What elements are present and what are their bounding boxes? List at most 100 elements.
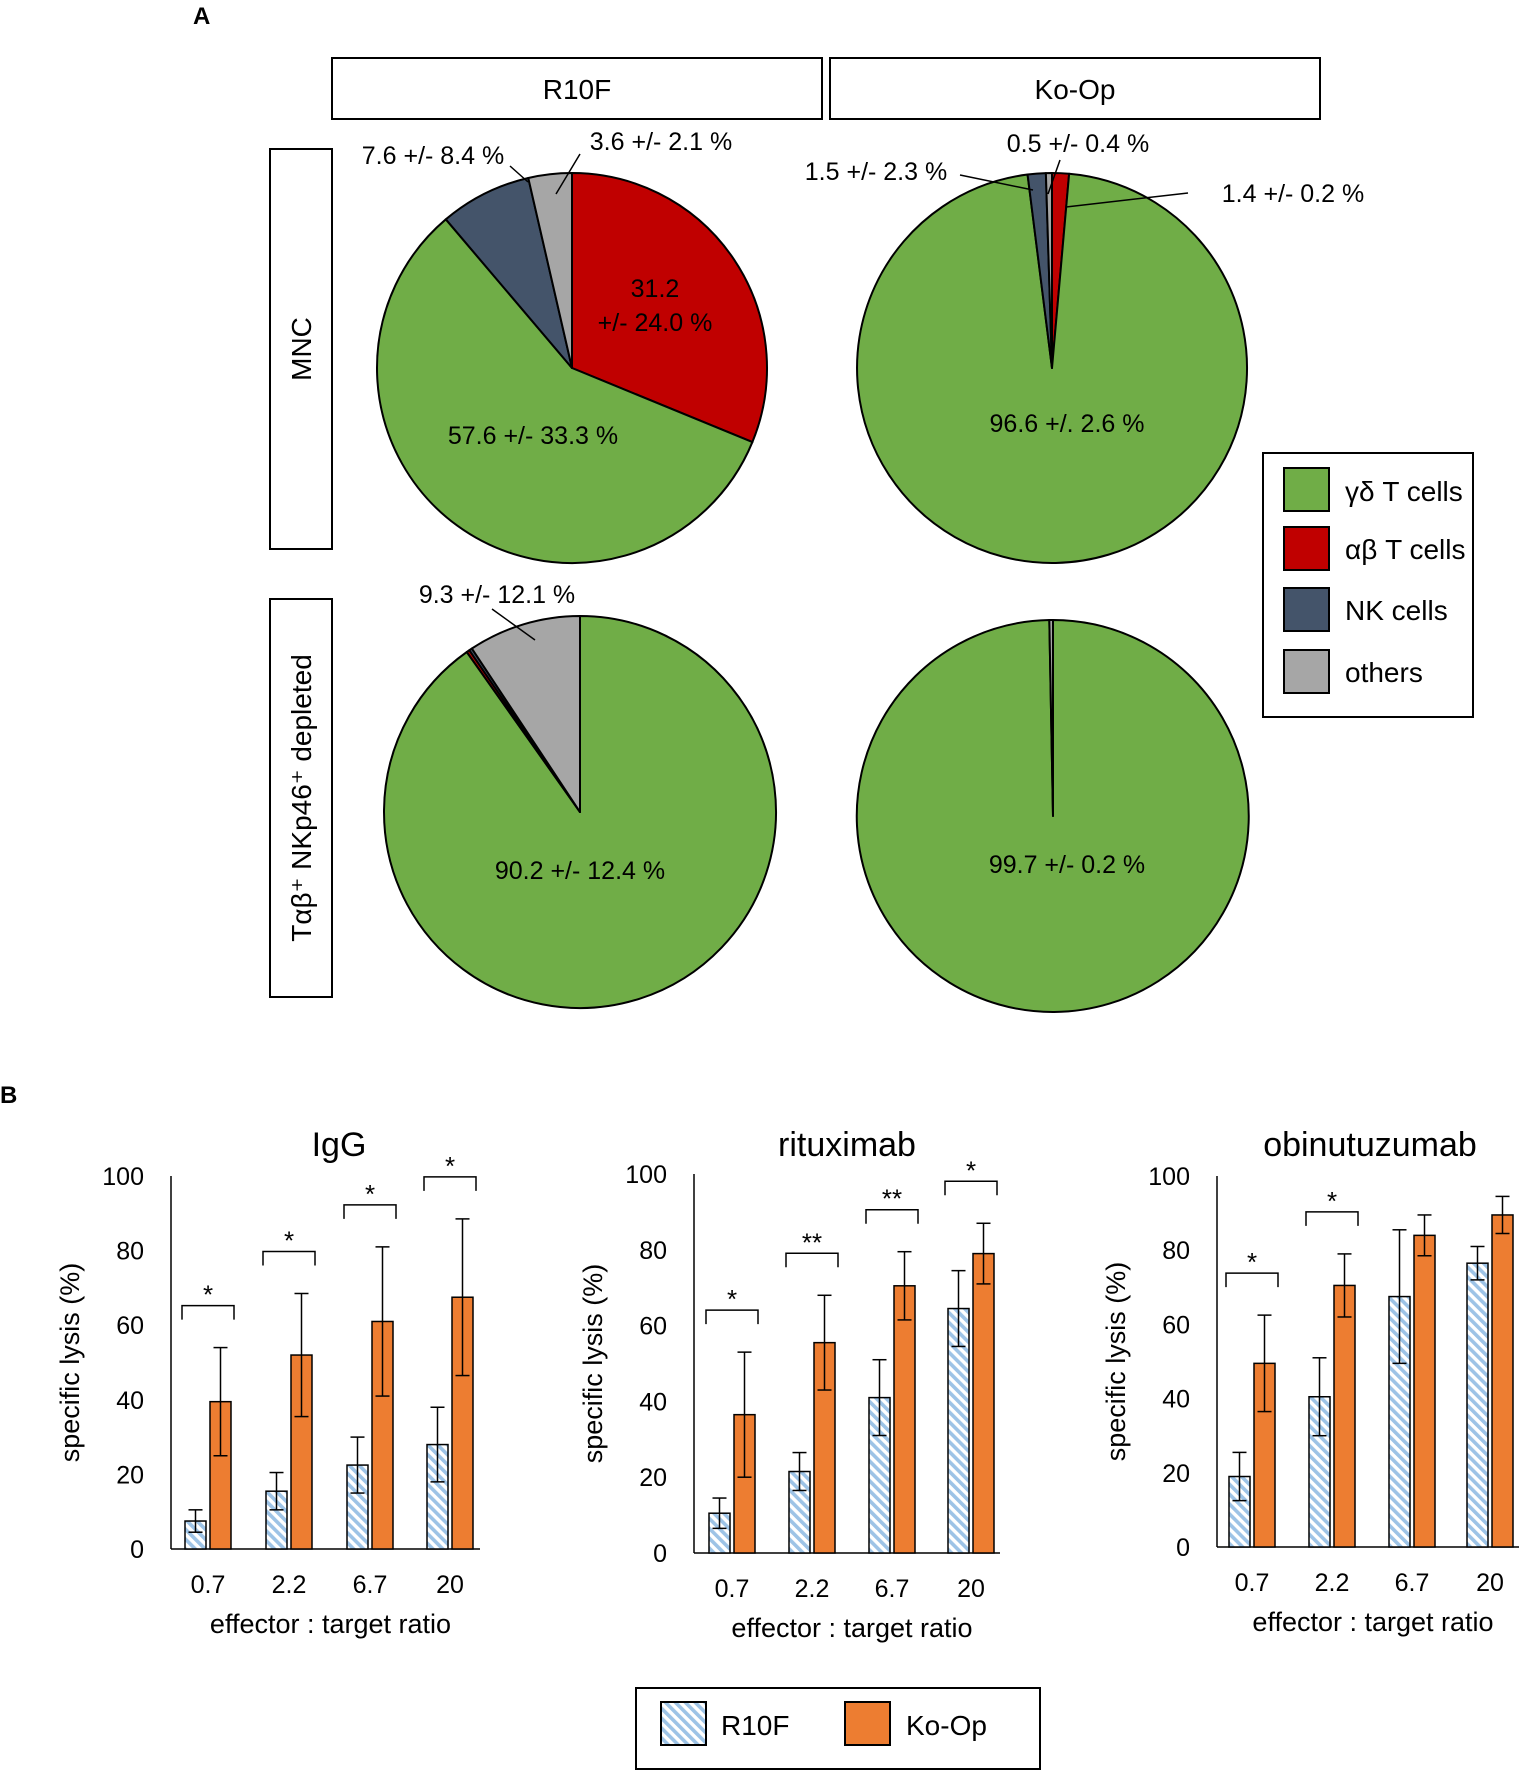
- pie-mnc-r10f-label-ab-line1: 31.2 +/- 24.0 %: [598, 275, 713, 337]
- significance-bracket: [181, 1304, 235, 1320]
- leader-line-mnc-koop-others: [1047, 159, 1061, 195]
- pie-slice: [470, 615, 581, 813]
- y-tick-label: 60: [116, 1312, 144, 1340]
- legend-label-nk: NK cells: [1345, 595, 1448, 626]
- y-tick-label: 60: [1162, 1311, 1190, 1339]
- row-header-depleted-box: [269, 598, 333, 998]
- significance-bracket: [705, 1309, 759, 1325]
- pie-slice: [376, 218, 754, 564]
- y-tick-label: 80: [116, 1238, 144, 1266]
- legend-swatch-ab: [1283, 526, 1330, 571]
- y-tick-label: 0: [130, 1536, 144, 1564]
- bar-koop: [972, 1252, 995, 1554]
- x-axis-label: effector : target ratio: [1252, 1607, 1493, 1637]
- x-axis-label: effector : target ratio: [210, 1609, 451, 1639]
- pie-slice: [1044, 172, 1053, 369]
- significance-bracket: [944, 1180, 998, 1196]
- x-tick-label: 0.7: [191, 1571, 226, 1599]
- leader-lines: [491, 153, 1189, 641]
- significance-bracket: [865, 1208, 919, 1224]
- pie-slice: [527, 172, 573, 369]
- column-header-r10f-box: [331, 57, 823, 120]
- legend-cell-types: γδ T cells αβ T cells NK cells others: [1262, 452, 1474, 718]
- y-tick-label: 60: [639, 1313, 667, 1341]
- legend-label-koop: Ko-Op: [906, 1710, 987, 1741]
- leader-line-mnc-koop-nk: [959, 174, 1034, 191]
- significance-marker: *: [284, 1225, 294, 1255]
- significance-marker: *: [727, 1284, 737, 1314]
- pie-slice: [1048, 618, 1054, 817]
- y-tick-label: 80: [639, 1237, 667, 1265]
- pie-mnc-r10f-label-others: 3.6 +/- 2.1 %: [590, 128, 732, 156]
- y-tick-label: 40: [639, 1388, 667, 1416]
- pie-charts: [376, 171, 1250, 1013]
- y-tick-label: 100: [102, 1163, 144, 1191]
- column-header-koop-box: [829, 57, 1321, 120]
- legend-label-r10f: R10F: [721, 1710, 789, 1741]
- legend-b-box: [635, 1687, 1041, 1770]
- bar-chart: obinutuzumab 0 20 40 60 80 100 0.7 2.2 6.7 20 effec…: [1101, 1126, 1519, 1637]
- pie-mnc-r10f-label-nk: 7.6 +/- 8.4 %: [362, 142, 504, 170]
- x-tick-label: 2.2: [272, 1571, 307, 1599]
- y-axis-label: specific lysis (%): [55, 1263, 85, 1463]
- bar-koop: [1333, 1284, 1356, 1548]
- pie-mnc-koop-label-gd: 96.6 +/. 2.6 %: [990, 410, 1145, 438]
- legend-swatch-r10f: [660, 1701, 707, 1746]
- leader-line-dep-r10f-others: [491, 608, 536, 641]
- pie-dep-r10f-label-gd: 90.2 +/- 12.4 %: [495, 857, 665, 885]
- legend-label-gd: γδ T cells: [1345, 476, 1463, 507]
- bar-koop: [893, 1285, 916, 1554]
- significance-bracket: [343, 1204, 397, 1219]
- legend-swatch-gd: [1283, 467, 1330, 512]
- legend-swatch-koop: [844, 1701, 891, 1746]
- y-tick-label: 40: [116, 1387, 144, 1415]
- panel-label-a: A: [193, 3, 210, 30]
- y-tick-label: 20: [116, 1461, 144, 1489]
- x-tick-label: 6.7: [875, 1575, 910, 1603]
- legend-label-others: others: [1345, 657, 1423, 688]
- legend-a-box: [1262, 452, 1474, 718]
- pie-labels: 31.2 +/- 24.0 % 57.6 +/- 33.3 % 7.6 +/- 8…: [362, 128, 1364, 885]
- x-tick-label: 2.2: [1315, 1569, 1350, 1597]
- y-tick-label: 40: [1162, 1386, 1190, 1414]
- y-tick-label: 100: [1148, 1163, 1190, 1191]
- significance-bracket: [1305, 1211, 1359, 1226]
- y-axis-label: specific lysis (%): [578, 1264, 608, 1464]
- pie-slice: [444, 176, 573, 369]
- x-tick-label: 20: [436, 1571, 464, 1599]
- significance-marker: **: [802, 1227, 822, 1257]
- chart-title: IgG: [312, 1126, 367, 1164]
- bar-chart: IgG 0 20 40 60 80 100 0.7 2.2 6.7 20 effector : tar…: [55, 1126, 480, 1639]
- x-tick-label: 20: [957, 1575, 985, 1603]
- x-tick-label: 20: [1476, 1569, 1504, 1597]
- x-tick-label: 6.7: [353, 1571, 388, 1599]
- leader-line-mnc-r10f-others: [555, 153, 581, 195]
- significance-marker: *: [1327, 1186, 1337, 1216]
- bar-chart: rituximab 0 20 40 60 80 100 0.7 2.2 6.7 20 effector…: [578, 1126, 1000, 1643]
- bar-r10f: [1466, 1262, 1489, 1548]
- chart-title: obinutuzumab: [1263, 1126, 1477, 1164]
- y-axis-label: specific lysis (%): [1101, 1262, 1131, 1462]
- significance-marker: **: [882, 1184, 902, 1214]
- significance-bracket: [785, 1252, 839, 1268]
- y-tick-label: 100: [625, 1161, 667, 1189]
- x-axis-label: effector : target ratio: [731, 1613, 972, 1643]
- x-tick-label: 6.7: [1395, 1569, 1430, 1597]
- y-tick-label: 20: [639, 1464, 667, 1492]
- pie-dep-r10f-label-others: 9.3 +/- 12.1 %: [419, 581, 575, 609]
- significance-bracket: [1225, 1272, 1279, 1288]
- row-header-mnc-box: [269, 148, 333, 550]
- significance-bracket: [423, 1176, 477, 1191]
- y-tick-label: 80: [1162, 1237, 1190, 1265]
- chart-title: rituximab: [778, 1126, 916, 1164]
- y-tick-label: 0: [653, 1540, 667, 1568]
- column-header-r10f: R10F: [543, 74, 611, 105]
- panel-label-b: B: [0, 1082, 17, 1109]
- y-tick-label: 0: [1176, 1534, 1190, 1562]
- pie-mnc-koop-label-ab: 1.4 +/- 0.2 %: [1222, 180, 1364, 208]
- pie-dep-koop-label-gd: 99.7 +/- 0.2 %: [989, 851, 1145, 879]
- legend-label-ab: αβ T cells: [1345, 534, 1465, 565]
- significance-bracket: [262, 1250, 316, 1266]
- legend-swatch-others: [1283, 649, 1330, 694]
